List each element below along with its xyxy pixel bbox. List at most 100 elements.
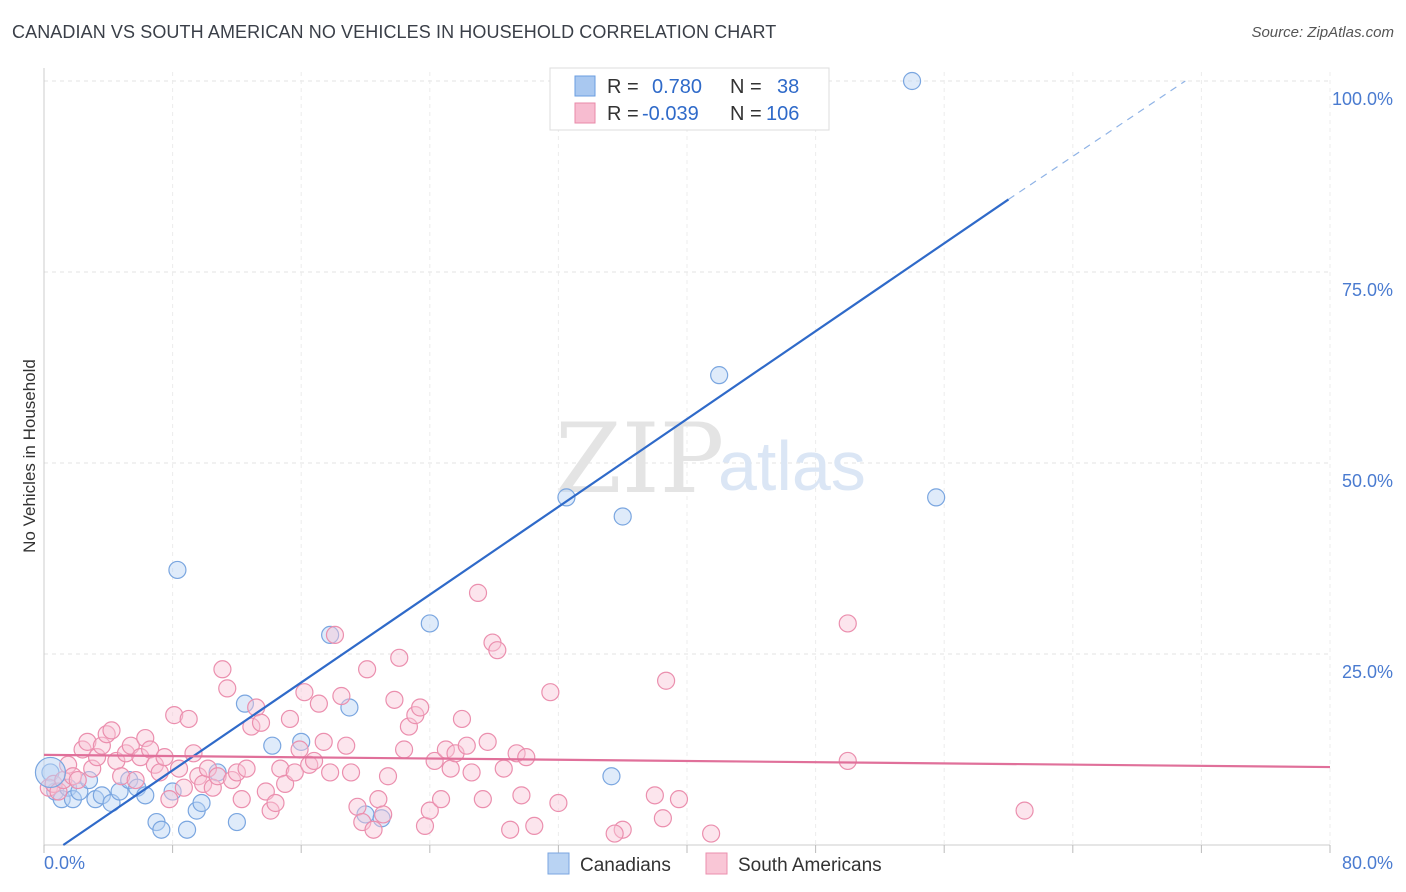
point-south-americans (321, 763, 340, 782)
point-canadians (292, 732, 311, 751)
point-south-americans (702, 824, 721, 843)
point-south-americans (237, 759, 256, 778)
chart-title: CANADIAN VS SOUTH AMERICAN NO VEHICLES I… (12, 22, 777, 42)
legend-n-value: 106 (766, 103, 799, 125)
point-south-americans (136, 728, 155, 748)
point-south-americans (341, 763, 361, 782)
point-canadians (63, 790, 83, 809)
legend-r-label: R = (607, 76, 639, 98)
point-south-americans (83, 759, 102, 778)
point-south-americans (208, 767, 227, 786)
point-south-americans (669, 790, 689, 809)
point-canadians (557, 488, 576, 507)
point-canadians (420, 614, 439, 633)
point-south-americans (605, 824, 624, 843)
point-south-americans (102, 721, 121, 740)
point-south-americans (541, 683, 560, 702)
point-south-americans (266, 793, 285, 813)
watermark-atlas: atlas (718, 427, 866, 505)
point-south-americans (525, 816, 544, 836)
point-canadians (92, 786, 111, 805)
point-canadians (710, 366, 729, 385)
point-south-americans (517, 748, 536, 767)
legend-swatch-canadians (574, 75, 596, 97)
x-tick-label: 0.0% (44, 853, 85, 873)
point-south-americans (488, 641, 507, 660)
y-tick-label: 50.0% (1342, 471, 1393, 491)
point-south-americans (657, 671, 676, 690)
point-south-americans (78, 732, 97, 751)
point-south-americans (358, 660, 377, 679)
trend-line-south-americans (43, 753, 1331, 769)
point-south-americans (213, 660, 232, 679)
point-south-americans (174, 778, 193, 797)
point-south-americans (385, 690, 404, 709)
point-south-americans (203, 778, 222, 797)
point-canadians (321, 625, 340, 645)
point-south-americans (218, 679, 237, 698)
point-south-americans (512, 786, 531, 805)
point-south-americans (242, 717, 261, 736)
point-canadians (902, 71, 922, 91)
point-south-americans (425, 751, 444, 771)
series-label-canadians: Canadians (580, 855, 671, 876)
point-south-americans (653, 809, 672, 828)
legend-n-value: 38 (777, 76, 799, 98)
point-south-americans (501, 820, 520, 839)
point-south-americans (457, 736, 476, 755)
point-south-americans (160, 790, 179, 809)
point-south-americans (462, 763, 481, 782)
point-south-americans (478, 732, 497, 751)
point-south-americans (394, 740, 414, 759)
legend-r-label: R = (607, 103, 639, 125)
series-label-south-americans: South Americans (738, 855, 882, 876)
point-south-americans (309, 694, 328, 713)
legend-n-label: N = (730, 103, 762, 125)
series-swatch-canadians (547, 852, 570, 875)
point-south-americans (838, 614, 857, 633)
legend-row-canadians: R = 0.780 N = 38 (574, 75, 799, 98)
point-canadians (602, 767, 621, 786)
point-south-americans (452, 709, 472, 729)
point-south-americans (415, 816, 435, 836)
legend-row-south-americans: R = -0.039 N = 106 (574, 102, 799, 125)
y-tick-label: 100.0% (1332, 89, 1393, 109)
point-south-americans (645, 786, 664, 805)
point-south-americans (494, 759, 513, 778)
point-south-americans (468, 583, 488, 602)
data-points (34, 71, 1034, 843)
legend-swatch-south-americans (574, 102, 596, 124)
point-south-americans (420, 801, 439, 820)
point-south-americans (112, 767, 131, 786)
point-canadians (177, 820, 197, 839)
point-south-americans (390, 648, 409, 667)
point-canadians (263, 736, 282, 755)
point-canadians (227, 812, 246, 832)
point-south-americans (184, 744, 203, 763)
watermark: ZIP atlas (555, 403, 866, 515)
point-south-americans (473, 790, 492, 809)
point-canadians (927, 488, 946, 507)
point-canadians (613, 507, 632, 526)
point-south-americans (314, 732, 333, 751)
point-south-americans (227, 763, 246, 782)
point-south-americans (332, 686, 351, 706)
legend-r-value: -0.039 (642, 103, 699, 125)
point-south-americans (165, 706, 184, 725)
point-south-americans (131, 748, 150, 767)
trend-line-canadians (62, 198, 1010, 846)
point-south-americans (285, 763, 304, 782)
axes (43, 68, 1331, 853)
watermark-zip: ZIP (555, 403, 724, 515)
point-south-americans (399, 717, 419, 736)
point-south-americans (369, 790, 388, 809)
source-credit: Source: ZipAtlas.com (1251, 24, 1394, 41)
point-south-americans (304, 751, 324, 771)
point-canadians-large (34, 756, 67, 789)
point-south-americans (348, 797, 367, 816)
point-south-americans (251, 713, 271, 732)
point-south-americans (126, 770, 145, 790)
point-south-americans (198, 759, 218, 778)
legend-n-label: N = (730, 76, 762, 98)
